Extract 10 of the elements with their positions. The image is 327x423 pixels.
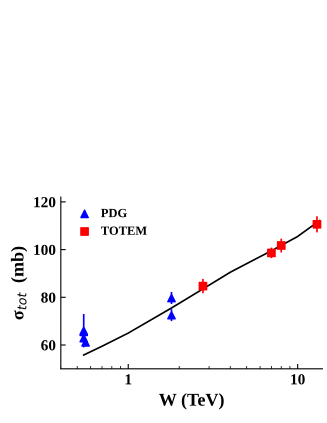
- y-tick-label: 80: [41, 292, 56, 303]
- y-tick-label: 60: [41, 340, 56, 350]
- y-tick-label: 120: [34, 197, 56, 208]
- legend-label: PDG: [101, 208, 127, 218]
- legend-label: TOTEM: [101, 226, 147, 235]
- x-tick-label: 1: [126, 374, 132, 384]
- x-axis-title: W (TeV): [159, 393, 224, 410]
- y-axis-title: σ$_{tot}$ (mb): [10, 246, 28, 320]
- y-tick-label: 100: [34, 244, 56, 256]
- x-tick-label: 10: [291, 374, 305, 384]
